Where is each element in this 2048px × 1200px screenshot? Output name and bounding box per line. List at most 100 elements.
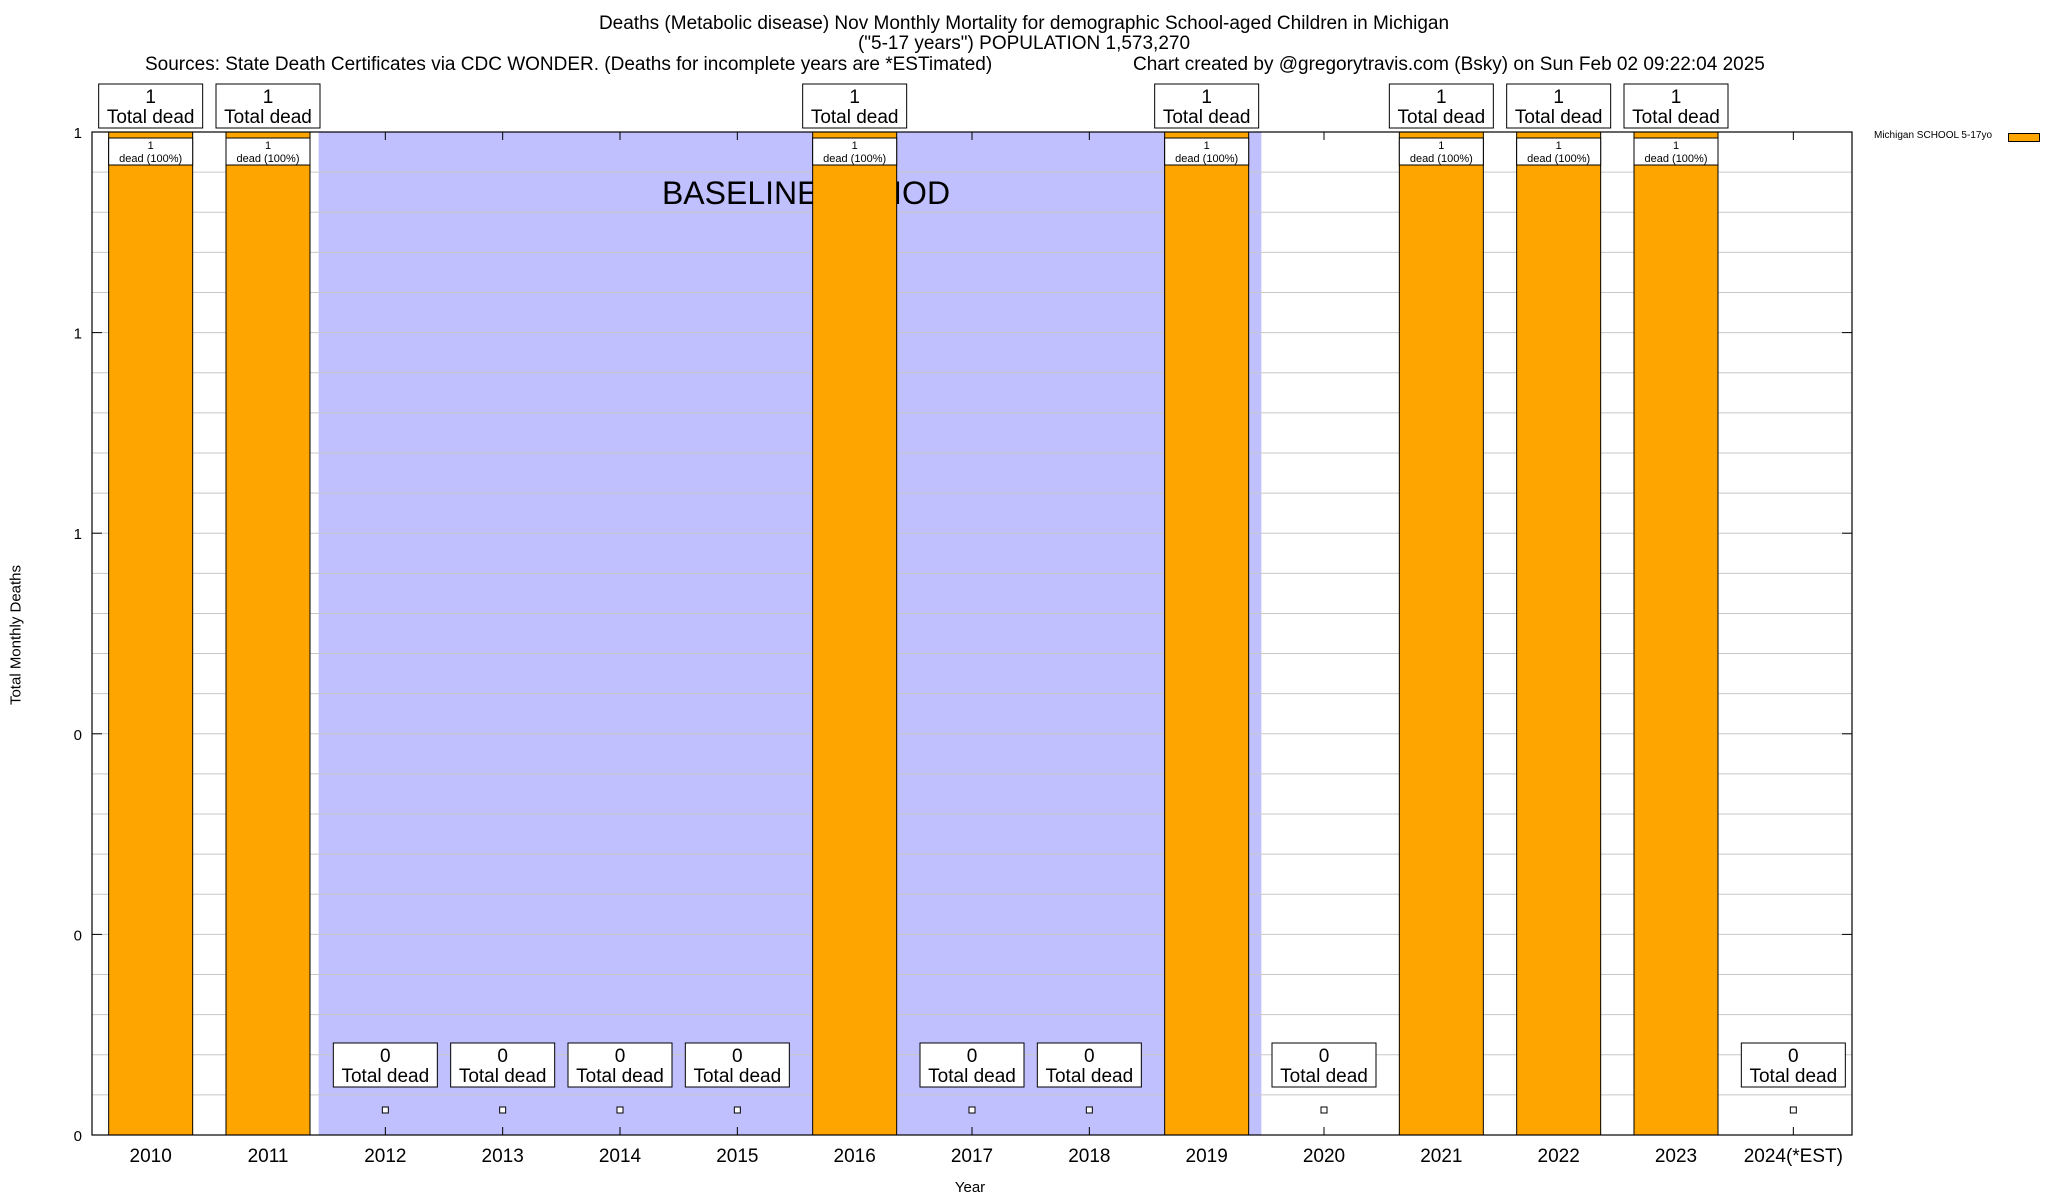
total-dead-label: Total dead	[224, 107, 312, 128]
segment-label-box	[225, 137, 311, 166]
segment-value-label: 1	[1438, 140, 1444, 152]
total-label-box	[1271, 1042, 1377, 1088]
credit-note: Chart created by @gregorytravis.com (Bsk…	[1133, 54, 1765, 75]
bar	[1516, 131, 1602, 1136]
y-tick-label: 1	[74, 125, 82, 142]
total-label-box	[332, 1042, 438, 1088]
x-tick-label: 2014	[599, 1146, 642, 1167]
total-dead-label: Total dead	[1632, 107, 1720, 128]
y-tick-label: 0	[74, 727, 82, 744]
total-label-box	[1740, 1042, 1846, 1088]
total-value-label: 1	[1553, 87, 1564, 108]
legend-entry-label: Michigan SCHOOL 5-17yo	[1874, 130, 1993, 141]
total-label-box	[1623, 83, 1729, 129]
sources-note: Sources: State Death Certificates via CD…	[145, 54, 993, 75]
x-tick-label: 2020	[1303, 1146, 1345, 1167]
total-value-label: 1	[1201, 87, 1212, 108]
segment-percent-label: dead (100%)	[119, 153, 182, 165]
segment-value-label: 1	[1556, 140, 1562, 152]
x-tick-label: 2023	[1655, 1146, 1697, 1167]
segment-percent-label: dead (100%)	[1175, 153, 1238, 165]
x-tick-label: 2015	[716, 1146, 758, 1167]
total-value-label: 0	[967, 1046, 978, 1067]
zero-marker	[968, 1106, 976, 1114]
total-dead-label: Total dead	[1280, 1066, 1368, 1087]
chart-title: Deaths (Metabolic disease) Nov Monthly M…	[598, 13, 1450, 34]
x-tick-label: 2022	[1538, 1146, 1580, 1167]
bar	[1398, 131, 1484, 1136]
segment-value-label: 1	[852, 140, 858, 152]
plot-border	[91, 131, 1853, 1136]
total-dead-label: Total dead	[576, 1066, 664, 1087]
segment-label-box	[1633, 137, 1719, 166]
total-label-box	[1036, 1042, 1142, 1088]
total-label-box	[1506, 83, 1612, 129]
y-tick-label: 0	[74, 927, 82, 944]
segment-percent-label: dead (100%)	[1645, 153, 1708, 165]
total-label-box	[684, 1042, 790, 1088]
total-value-label: 1	[145, 87, 156, 108]
segment-label-box	[1398, 137, 1484, 166]
bar	[1164, 131, 1250, 1136]
segment-label-box	[1164, 137, 1250, 166]
total-value-label: 0	[380, 1046, 391, 1067]
segment-percent-label: dead (100%)	[1527, 153, 1590, 165]
total-label-box	[802, 83, 908, 129]
total-dead-label: Total dead	[928, 1066, 1016, 1087]
total-label-box	[98, 83, 204, 129]
segment-label-box	[1516, 137, 1602, 166]
total-dead-label: Total dead	[341, 1066, 429, 1087]
total-value-label: 0	[1788, 1046, 1799, 1067]
x-tick-label: 2018	[1068, 1146, 1110, 1167]
x-tick-label: 2017	[951, 1146, 993, 1167]
x-tick-label: 2019	[1186, 1146, 1228, 1167]
baseline-region	[318, 132, 1262, 1135]
segment-percent-label: dead (100%)	[237, 153, 300, 165]
total-dead-label: Total dead	[1749, 1066, 1837, 1087]
total-value-label: 0	[1084, 1046, 1095, 1067]
bar	[225, 131, 311, 1136]
x-tick-label: 2024(*EST)	[1744, 1146, 1843, 1167]
zero-marker	[733, 1106, 741, 1114]
total-label-box	[1388, 83, 1494, 129]
total-label-box	[215, 83, 321, 129]
y-tick-label: 1	[74, 526, 82, 543]
zero-marker	[616, 1106, 624, 1114]
x-tick-label: 2011	[248, 1146, 289, 1167]
total-value-label: 0	[1319, 1046, 1330, 1067]
total-label-box	[919, 1042, 1025, 1088]
x-tick-label: 2016	[834, 1146, 876, 1167]
zero-marker	[381, 1106, 389, 1114]
segment-value-label: 1	[1204, 140, 1210, 152]
x-axis-label: Year	[954, 1179, 986, 1196]
chart-subtitle: ("5-17 years") POPULATION 1,573,270	[857, 33, 1191, 54]
total-dead-label: Total dead	[693, 1066, 781, 1087]
segment-value-label: 1	[1673, 140, 1679, 152]
total-dead-label: Total dead	[459, 1066, 547, 1087]
segment-label-box	[108, 137, 194, 166]
total-value-label: 1	[1671, 87, 1682, 108]
x-tick-label: 2013	[482, 1146, 524, 1167]
baseline-label: BASELINE PERIOD	[662, 175, 950, 211]
total-label-box	[567, 1042, 673, 1088]
total-dead-label: Total dead	[1397, 107, 1485, 128]
x-tick-label: 2010	[130, 1146, 172, 1167]
zero-marker	[1789, 1106, 1797, 1114]
total-value-label: 1	[849, 87, 860, 108]
total-value-label: 1	[1436, 87, 1447, 108]
y-tick-label: 1	[74, 326, 82, 343]
total-dead-label: Total dead	[1515, 107, 1603, 128]
total-dead-label: Total dead	[1045, 1066, 1133, 1087]
zero-marker	[1320, 1106, 1328, 1114]
zero-marker	[1085, 1106, 1093, 1114]
total-label-box	[450, 1042, 556, 1088]
total-value-label: 1	[263, 87, 274, 108]
bar	[812, 131, 898, 1136]
total-dead-label: Total dead	[811, 107, 899, 128]
total-value-label: 0	[497, 1046, 508, 1067]
zero-marker	[499, 1106, 507, 1114]
total-value-label: 0	[732, 1046, 743, 1067]
x-tick-label: 2012	[364, 1146, 406, 1167]
segment-value-label: 1	[265, 140, 271, 152]
